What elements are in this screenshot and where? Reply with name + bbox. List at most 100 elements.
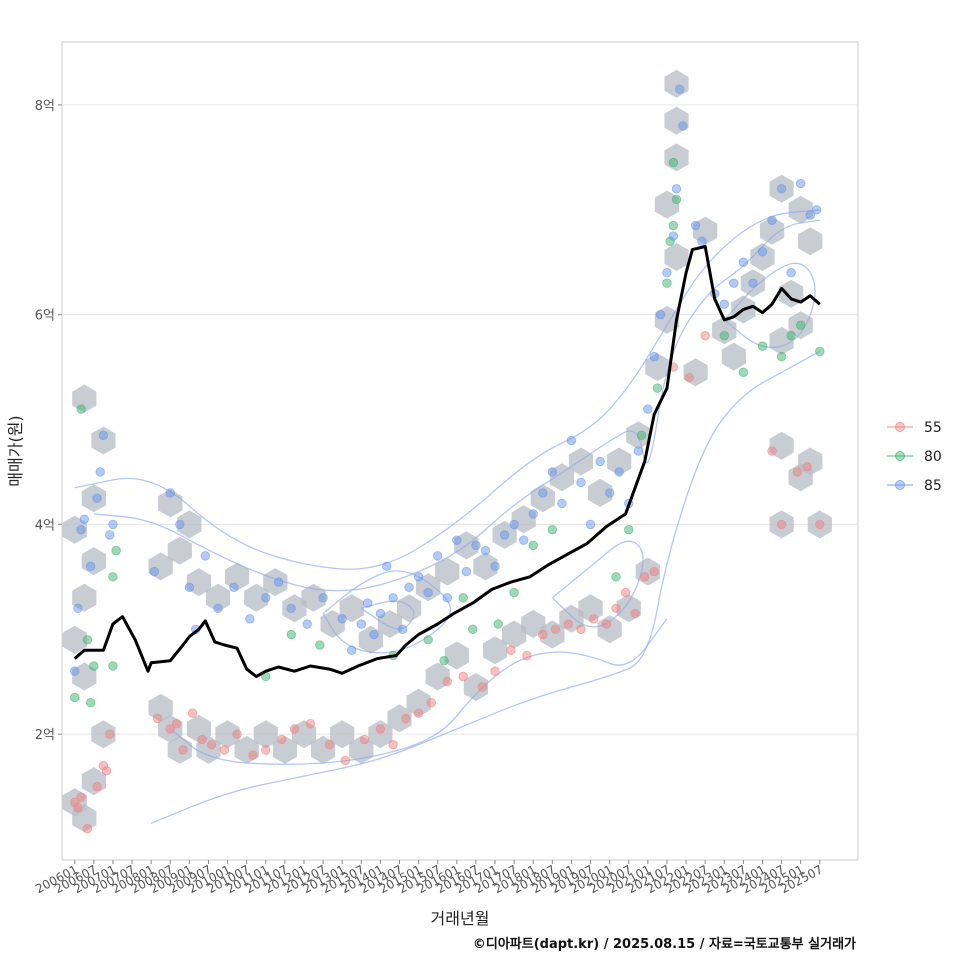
data-point-55 (165, 724, 175, 734)
data-point-85 (748, 278, 758, 288)
data-point-85 (518, 535, 529, 545)
data-point-55 (178, 745, 188, 755)
hex-bin (205, 583, 231, 612)
y-axis: 2억 4억 6억 8억 (35, 99, 62, 743)
data-point-80 (82, 635, 93, 645)
data-point-85 (388, 593, 398, 603)
data-point-80 (528, 540, 538, 551)
data-point-55 (767, 446, 777, 456)
data-point-85 (671, 184, 682, 194)
data-point-55 (426, 697, 437, 708)
legend-marker (895, 451, 905, 461)
data-point-85 (286, 603, 296, 614)
legend-item-85: 85 (887, 478, 942, 494)
data-point-55 (649, 566, 659, 577)
data-point-85 (149, 566, 160, 577)
legend-marker (895, 422, 905, 432)
data-point-55 (413, 708, 424, 718)
data-point-85 (690, 220, 701, 231)
data-point-85 (738, 257, 749, 267)
data-point-55 (792, 467, 803, 477)
data-point-85 (423, 587, 433, 598)
data-point-85 (273, 577, 284, 587)
hex-bin (368, 720, 393, 749)
data-point-85 (175, 519, 185, 530)
hex-bin (435, 557, 460, 586)
hex-bin (396, 594, 422, 623)
data-point-85 (662, 268, 672, 278)
data-point-80 (286, 629, 296, 640)
hex-bin (215, 720, 240, 749)
y-axis-title: 매매가(원) (6, 415, 25, 486)
data-point-55 (684, 372, 694, 383)
data-point-85 (413, 572, 424, 582)
data-point-55 (261, 745, 271, 755)
hex-bin (91, 426, 116, 455)
legend-label: 80 (924, 449, 942, 465)
data-point-55 (538, 629, 548, 640)
data-point-85 (165, 488, 175, 498)
data-point-85 (200, 551, 210, 561)
data-point-85 (633, 446, 644, 456)
data-point-85 (678, 121, 688, 131)
hex-bin (406, 688, 431, 717)
data-point-55 (219, 745, 230, 755)
data-point-85 (795, 178, 806, 189)
data-point-85 (509, 519, 519, 530)
data-point-80 (509, 587, 519, 598)
hex-bin (167, 536, 192, 565)
data-point-55 (187, 708, 198, 718)
data-point-55 (442, 677, 452, 687)
data-point-55 (576, 624, 586, 634)
data-point-80 (423, 635, 433, 645)
data-point-85 (108, 519, 118, 530)
hex-bin (301, 583, 326, 612)
data-point-55 (401, 713, 411, 724)
hex-bin (482, 636, 508, 665)
data-point-55 (324, 739, 335, 750)
data-point-55 (776, 519, 787, 530)
data-point-85 (245, 614, 255, 624)
legend-label: 85 (924, 478, 942, 494)
data-point-80 (108, 661, 118, 671)
data-point-80 (611, 572, 621, 582)
hex-bin (502, 620, 527, 649)
data-point-85 (105, 530, 115, 540)
data-point-55 (477, 682, 487, 692)
data-point-85 (786, 268, 796, 278)
data-point-55 (815, 519, 825, 530)
data-point-85 (499, 530, 510, 540)
data-point-55 (359, 734, 370, 745)
data-point-80 (111, 545, 121, 556)
data-point-80 (624, 524, 634, 535)
y-tick-label: 6억 (35, 309, 55, 324)
data-point-80 (439, 656, 449, 666)
data-point-85 (73, 603, 83, 614)
hex-bin (568, 447, 594, 476)
data-point-85 (433, 551, 443, 561)
data-point-55 (601, 619, 612, 629)
data-point-85 (614, 467, 624, 477)
data-point-80 (757, 341, 768, 351)
data-point-55 (76, 792, 86, 802)
data-point-85 (729, 278, 739, 288)
data-point-85 (576, 477, 586, 488)
data-point-80 (668, 220, 679, 231)
data-point-85 (375, 608, 386, 619)
data-point-80 (719, 330, 729, 341)
data-point-85 (490, 561, 500, 572)
hex-bin (339, 594, 364, 623)
data-point-85 (184, 582, 195, 593)
data-point-85 (528, 509, 538, 519)
hex-bin (244, 583, 269, 612)
y-tick-label: 2억 (35, 728, 55, 743)
data-point-55 (550, 624, 561, 634)
data-point-55 (305, 718, 316, 729)
data-point-55 (522, 650, 532, 661)
data-point-80 (671, 194, 682, 205)
data-point-85 (213, 603, 223, 614)
data-point-85 (95, 467, 105, 477)
data-point-80 (636, 430, 647, 440)
data-point-80 (468, 624, 478, 634)
y-tick-label: 8억 (35, 99, 55, 114)
